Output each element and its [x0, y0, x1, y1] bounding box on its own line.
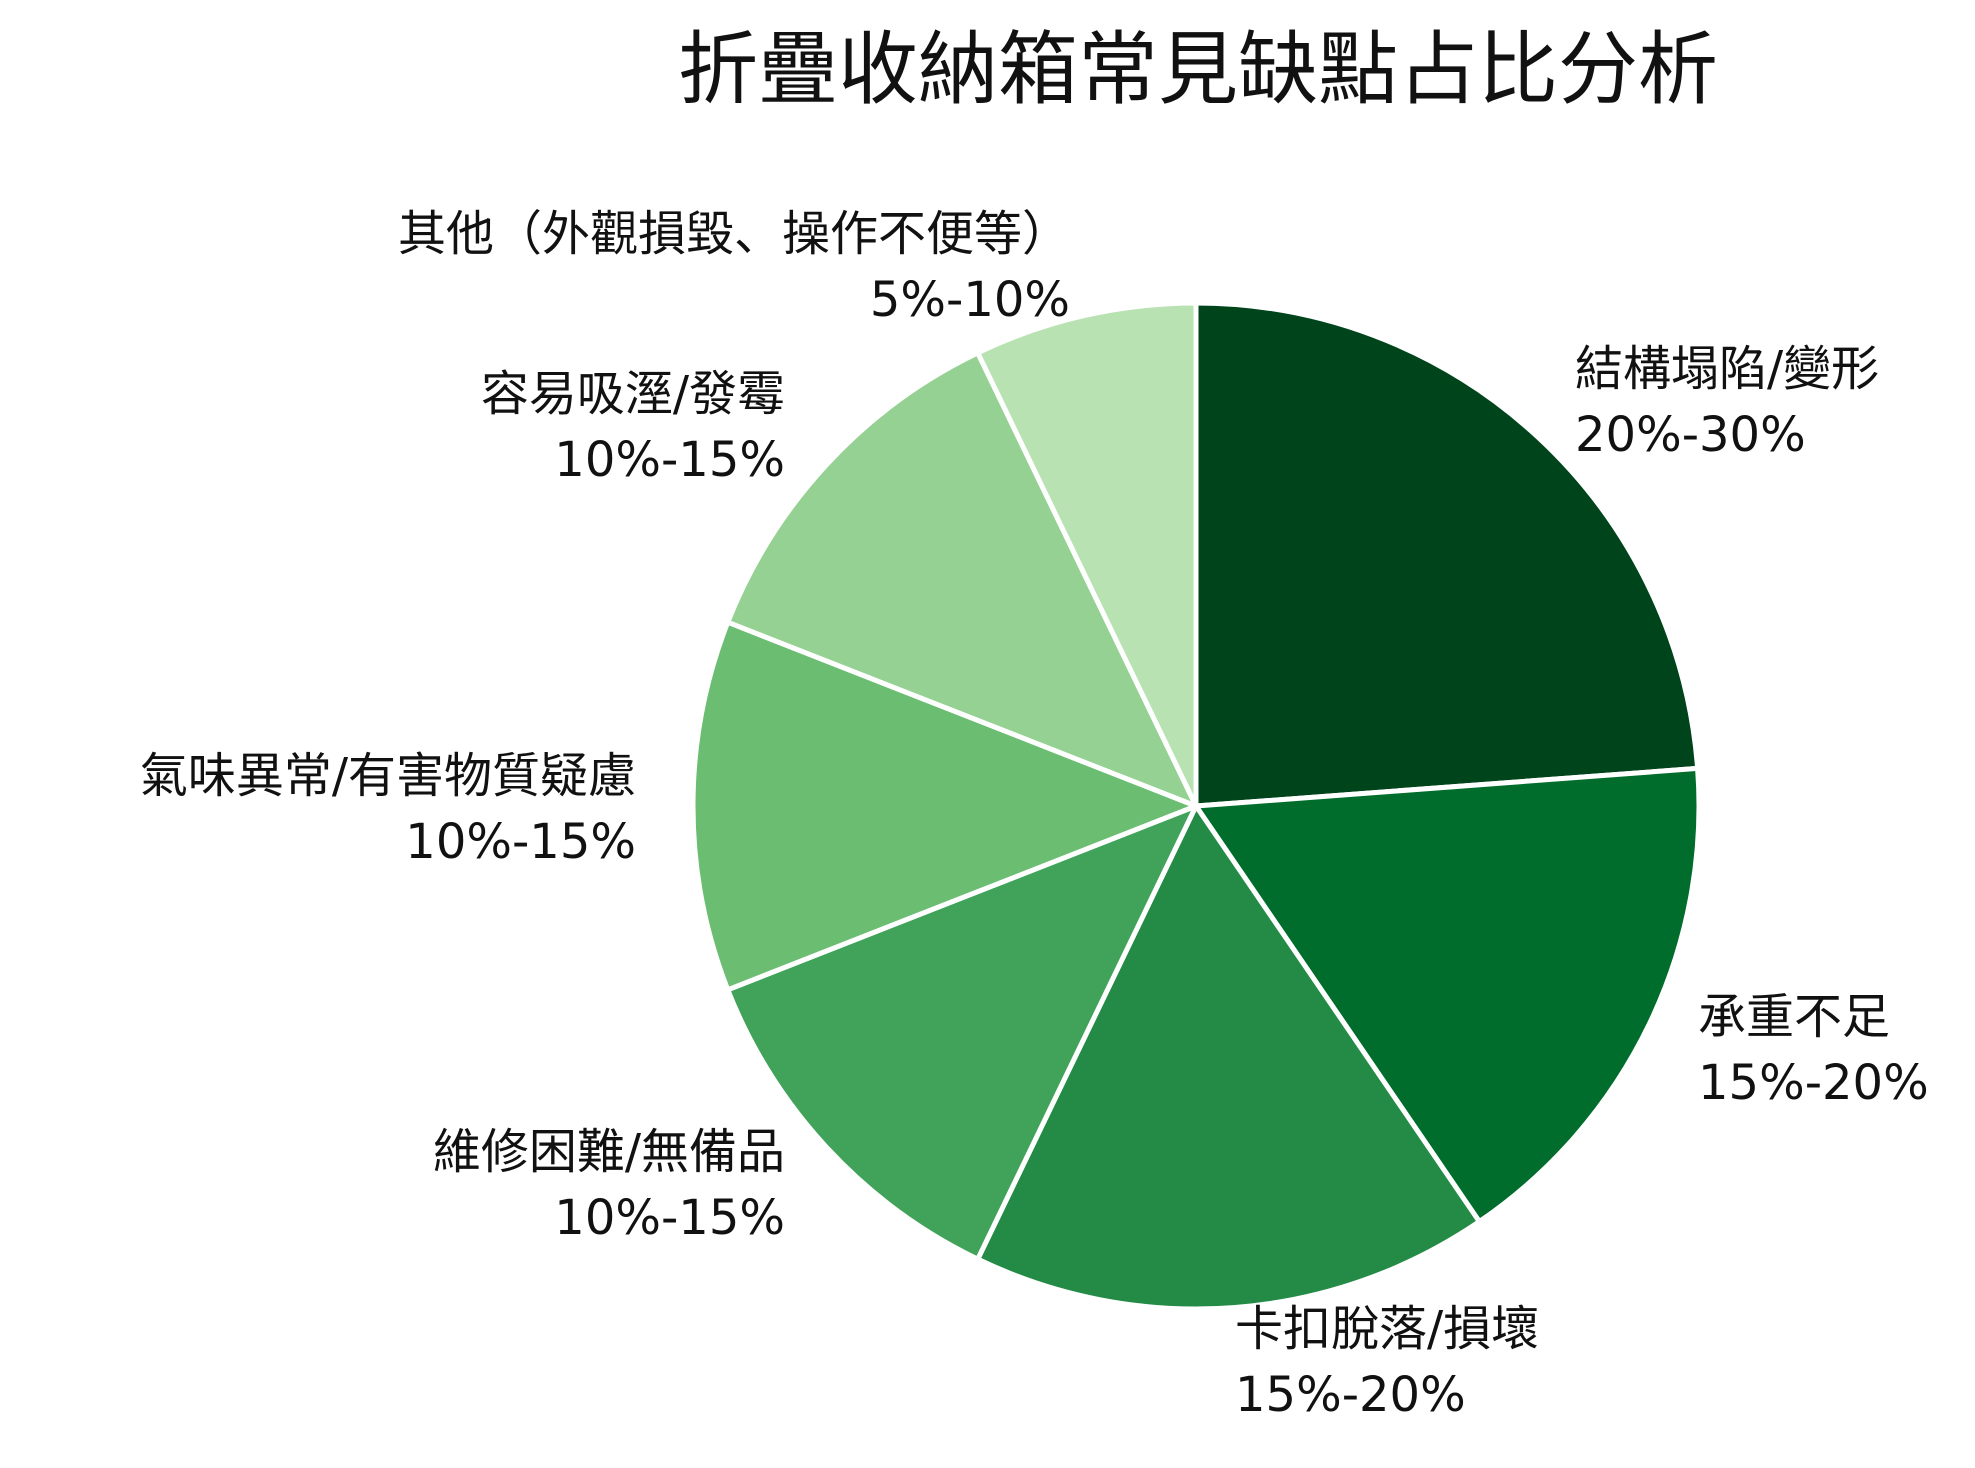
pie-slice-6 [725, 350, 1199, 809]
slice-label-2: 承重不足 [1698, 989, 1890, 1045]
slice-range-4: 10%-15% [554, 1190, 785, 1246]
slice-range-2: 15%-20% [1698, 1055, 1929, 1111]
slice-label-4: 維修困難/無備品 [433, 1124, 785, 1180]
slice-range-1: 20%-30% [1575, 407, 1806, 463]
pie-slice-2 [1193, 765, 1702, 1225]
slice-range-6: 10%-15% [554, 432, 785, 488]
pie-slice-4 [725, 803, 1199, 1262]
pie-slice-5 [690, 619, 1199, 993]
slice-range-3: 15%-20% [1235, 1367, 1466, 1423]
slice-label-7: 其他（外觀損毀、操作不便等） [398, 206, 1070, 262]
slice-label-3: 卡扣脫落/損壞 [1235, 1301, 1539, 1357]
slice-range-7: 5%-10% [870, 272, 1070, 328]
chart-title: 折疊收納箱常見缺點占比分析 [678, 23, 1718, 116]
pie-slice-7 [975, 300, 1199, 809]
pie-slices [690, 300, 1702, 1312]
pie-slice-3 [975, 803, 1482, 1312]
pie-slice-1 [1193, 300, 1701, 809]
slice-range-5: 10%-15% [405, 814, 636, 870]
slice-label-5: 氣味異常/有害物質疑慮 [140, 748, 636, 804]
slice-label-6: 容易吸溼/發霉 [481, 366, 785, 422]
pie-labels: 結構塌陷/變形 20%-30% 承重不足 15%-20% 卡扣脫落/損壞 15%-20% 維… [140, 206, 1929, 1423]
slice-label-1: 結構塌陷/變形 [1575, 341, 1879, 397]
